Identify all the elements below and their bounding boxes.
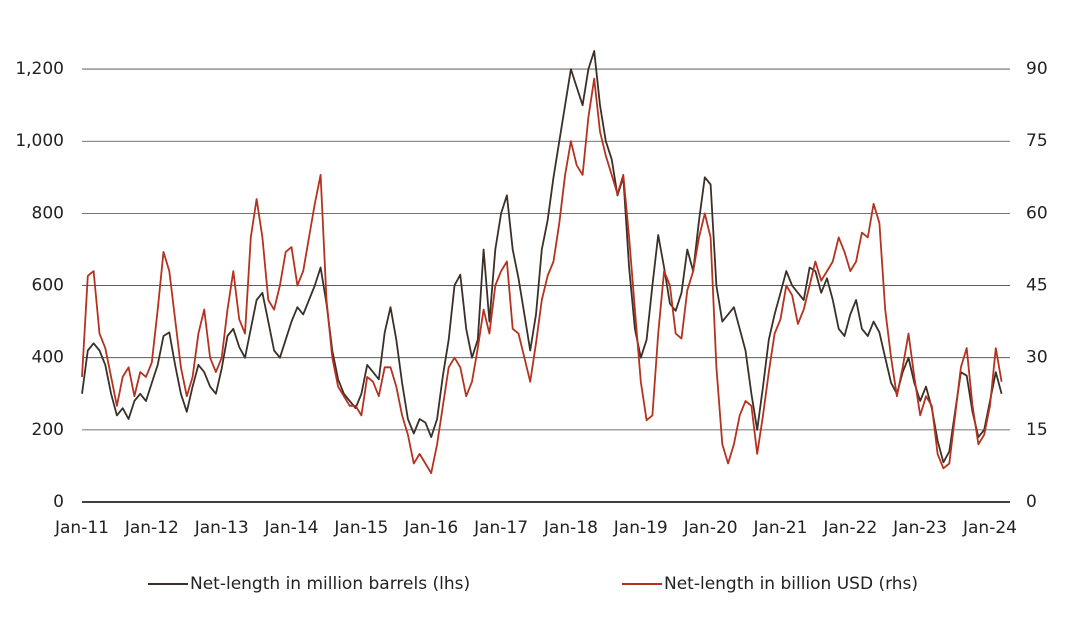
legend-label: Net-length in billion USD (rhs) [664,574,918,594]
x-tick-label: Jan-12 [124,518,179,538]
y2-tick-label: 45 [1026,276,1048,296]
x-tick-label: Jan-15 [333,518,388,538]
y2-tick-label: 15 [1026,420,1048,440]
y-tick-label: 400 [32,348,64,368]
x-tick-label: Jan-23 [892,518,947,538]
y-tick-label: 1,000 [15,131,64,151]
y-tick-label: 1,200 [15,59,64,79]
y2-tick-label: 60 [1026,203,1048,223]
y2-tick-label: 75 [1026,131,1048,151]
y2-tick-label: 90 [1026,59,1048,79]
x-tick-label: Jan-11 [54,518,109,538]
series-line [81,50,1003,464]
x-tick-label: Jan-16 [403,518,458,538]
x-tick-label: Jan-19 [613,518,668,538]
series-line [81,77,1003,474]
x-tick-label: Jan-21 [752,518,807,538]
y-tick-label: 800 [32,203,64,223]
x-tick-label: Jan-22 [822,518,877,538]
x-tick-label: Jan-20 [683,518,738,538]
y-tick-label: 200 [32,420,64,440]
y-tick-label: 600 [32,276,64,296]
x-tick-label: Jan-18 [543,518,598,538]
x-tick-label: Jan-13 [194,518,249,538]
y2-tick-label: 30 [1026,348,1048,368]
x-tick-label: Jan-14 [264,518,319,538]
y-tick-label: 0 [53,492,64,512]
x-tick-label: Jan-24 [962,518,1017,538]
y2-tick-label: 0 [1026,492,1037,512]
legend-label: Net-length in million barrels (lhs) [190,574,470,594]
x-tick-label: Jan-17 [473,518,528,538]
